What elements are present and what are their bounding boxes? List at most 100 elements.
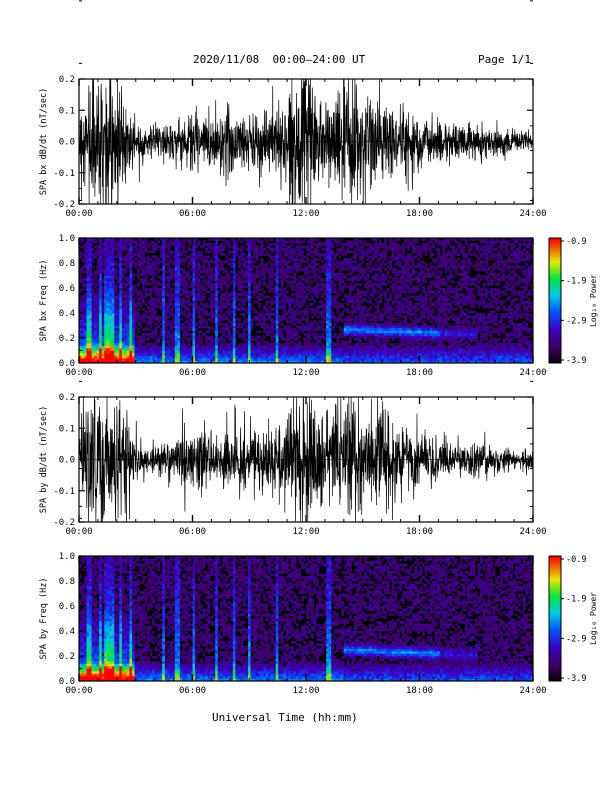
- heat-cell: [273, 263, 277, 266]
- heat-cell: [220, 238, 224, 241]
- heat-cell: [197, 255, 201, 259]
- heat-cell: [326, 290, 329, 294]
- heat-cell: [205, 360, 208, 364]
- heat-cell: [227, 353, 231, 356]
- heat-cell: [104, 355, 108, 359]
- heat-cell: [162, 288, 166, 291]
- heat-cell: [295, 350, 299, 354]
- heat-cell: [192, 325, 196, 329]
- heat-cell: [300, 288, 304, 291]
- heat-cell: [104, 248, 108, 251]
- heat-cell: [326, 335, 329, 339]
- heat-cell: [157, 345, 161, 349]
- heat-cell: [154, 238, 158, 241]
- heat-cell: [364, 355, 367, 359]
- heat-cell: [89, 253, 92, 256]
- heat-cell: [386, 333, 390, 336]
- heat-cell: [177, 305, 181, 309]
- heat-cell: [384, 325, 388, 329]
- heat-cell: [273, 288, 277, 291]
- heat-cell: [111, 243, 115, 246]
- heat-cell: [268, 253, 271, 256]
- heat-cell: [215, 283, 219, 286]
- heat-cell: [399, 328, 403, 331]
- heat-cell: [323, 283, 327, 286]
- heat-cell: [247, 345, 251, 349]
- heat-cell: [104, 320, 108, 324]
- heat-cell: [195, 338, 198, 341]
- heat-cell: [220, 308, 224, 311]
- heat-cell: [381, 245, 385, 249]
- heat-cell: [86, 255, 90, 259]
- heat-cell: [381, 265, 385, 269]
- heat-cell: [374, 248, 377, 251]
- heat-cell: [278, 305, 282, 309]
- heat-cell: [111, 348, 115, 351]
- heat-cell: [179, 350, 183, 354]
- heat-cell: [333, 258, 337, 261]
- heat-cell: [222, 260, 226, 264]
- heat-cell: [321, 260, 324, 264]
- heat-cell: [167, 345, 171, 349]
- heat-cell: [227, 240, 231, 244]
- heat-cell: [232, 253, 236, 256]
- heat-cell: [172, 275, 176, 279]
- heat-cell: [381, 323, 385, 326]
- heat-cell: [179, 345, 183, 349]
- heat-cell: [376, 303, 380, 306]
- heat-cell: [137, 298, 140, 301]
- heat-cell: [298, 248, 302, 251]
- heat-cell: [104, 260, 108, 264]
- heat-cell: [376, 353, 380, 356]
- heat-cell: [343, 285, 347, 289]
- heat-cell: [134, 305, 138, 309]
- heat-cell: [290, 335, 294, 339]
- heat-cell: [227, 310, 231, 314]
- heat-cell: [336, 320, 340, 324]
- heat-cell: [212, 330, 216, 334]
- heat-cell: [311, 275, 314, 279]
- heat-cell: [84, 245, 87, 249]
- heat-cell: [182, 238, 186, 241]
- heat-cell: [343, 353, 347, 356]
- heat-cell: [306, 270, 309, 274]
- heat-cell: [303, 308, 307, 311]
- heat-cell: [225, 280, 229, 284]
- heat-cell: [212, 248, 216, 251]
- heat-cell: [94, 298, 97, 301]
- heat-cell: [280, 285, 284, 289]
- heat-cell: [121, 245, 125, 249]
- heat-cell: [192, 243, 196, 246]
- heat-cell: [79, 288, 82, 291]
- heat-cell: [84, 243, 87, 246]
- heat-cell: [313, 275, 317, 279]
- heat-cell: [326, 288, 329, 291]
- heat-cell: [164, 320, 168, 324]
- heat-cell: [381, 273, 385, 276]
- heat-cell: [268, 305, 271, 309]
- heat-cell: [374, 305, 377, 309]
- heat-cell: [220, 360, 224, 364]
- heat-cell: [258, 348, 261, 351]
- heat-cell: [333, 238, 337, 241]
- heat-cell: [285, 240, 289, 244]
- heat-cell: [101, 340, 105, 344]
- heat-cell: [197, 333, 201, 336]
- heat-cell: [154, 328, 158, 331]
- heat-cell: [288, 325, 292, 329]
- heat-cell: [371, 333, 375, 336]
- heat-cell: [210, 288, 213, 291]
- heat-cell: [290, 288, 294, 291]
- heat-cell: [253, 280, 256, 284]
- heat-cell: [313, 253, 317, 256]
- heat-cell: [129, 330, 133, 334]
- heat-cell: [384, 283, 388, 286]
- heat-cell: [343, 355, 347, 359]
- heat-cell: [200, 358, 203, 361]
- heat-cell: [172, 330, 176, 334]
- heat-cell: [326, 278, 329, 281]
- heat-cell: [316, 283, 319, 286]
- heat-cell: [157, 325, 161, 329]
- heat-cell: [328, 328, 332, 331]
- heat-cell: [177, 288, 181, 291]
